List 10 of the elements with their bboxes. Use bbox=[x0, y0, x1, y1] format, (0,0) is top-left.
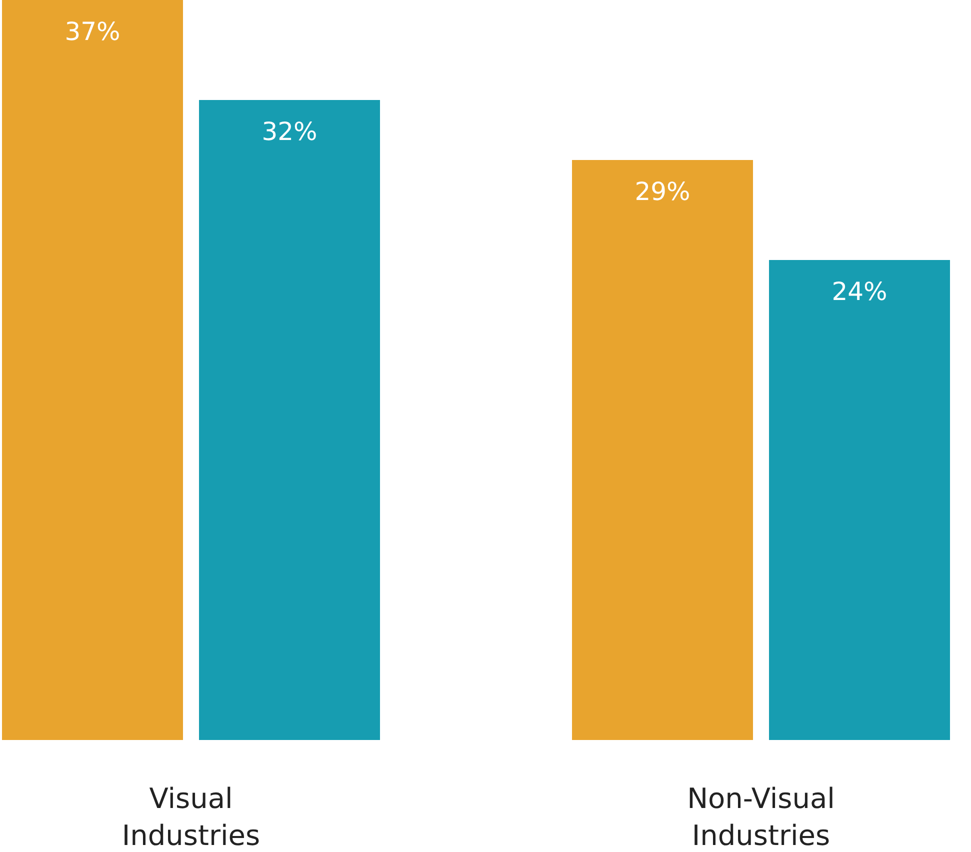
bar bbox=[2, 0, 183, 740]
bar bbox=[769, 260, 950, 740]
x-tick-label: Non-Visual Industries bbox=[687, 782, 835, 852]
data-label: 24% bbox=[832, 277, 888, 306]
bar bbox=[572, 160, 753, 740]
data-label: 37% bbox=[64, 17, 120, 46]
x-tick-label: Visual Industries bbox=[122, 782, 260, 852]
data-label: 32% bbox=[262, 117, 318, 146]
bar bbox=[199, 100, 380, 740]
data-label: 29% bbox=[634, 177, 690, 206]
